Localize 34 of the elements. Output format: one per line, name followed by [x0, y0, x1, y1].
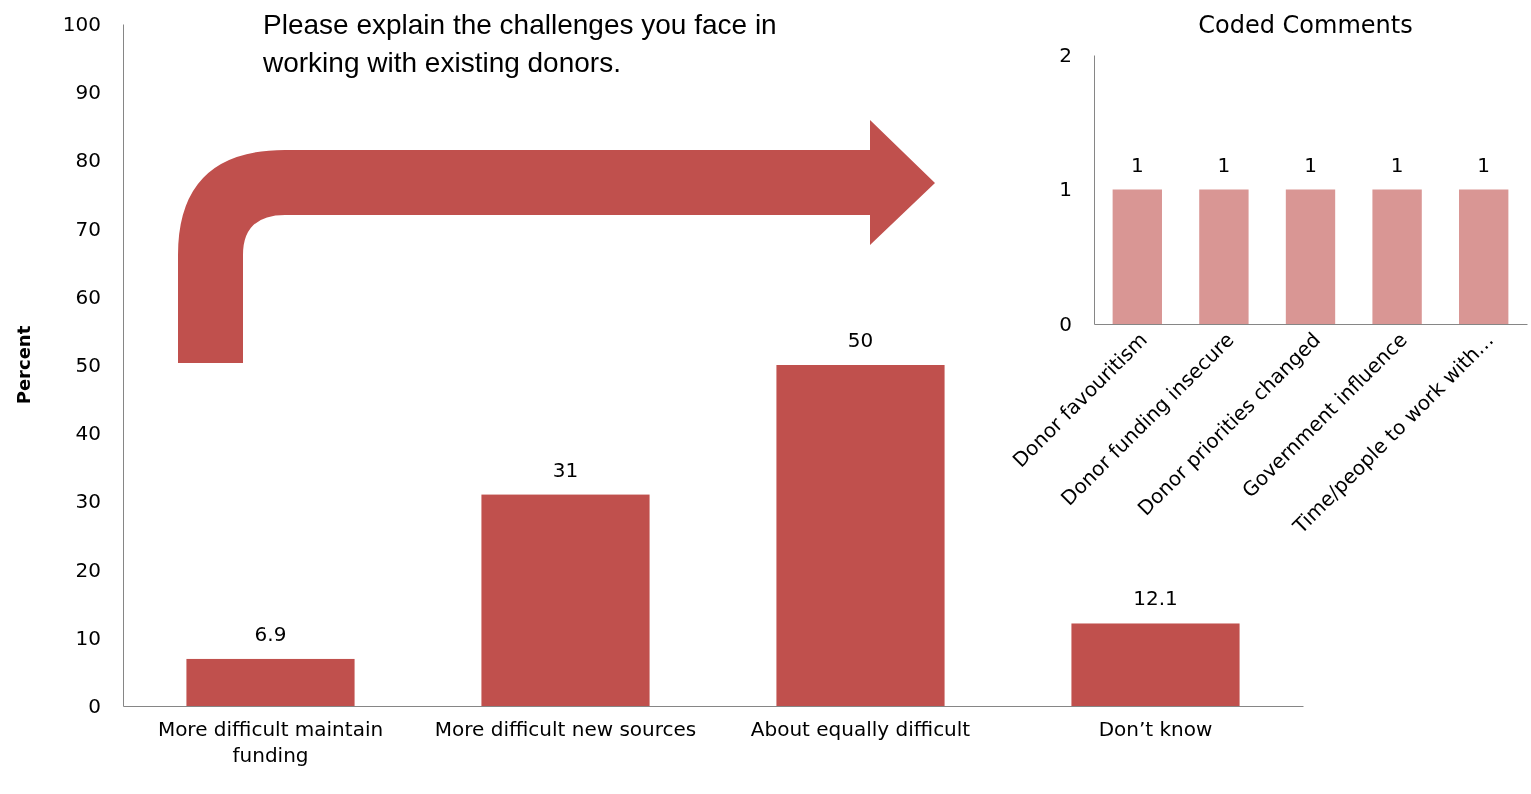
data-label: 50	[847, 328, 874, 352]
x-tick-label: More difficult new sources	[434, 717, 697, 741]
y-tick-label: 10	[75, 625, 101, 650]
bar	[481, 494, 650, 706]
y-tick-label: 50	[75, 352, 101, 377]
y-tick-label: 90	[75, 80, 101, 105]
y-tick-label: 60	[75, 284, 101, 309]
y-tick-label: 40	[75, 421, 101, 446]
data-label: 1	[1390, 152, 1404, 177]
bar	[186, 658, 355, 706]
data-label: 1	[1477, 152, 1491, 177]
y-tick-label: 0	[1059, 311, 1072, 336]
annotation: Please explain the challenges you face in working with existing donors.	[263, 8, 778, 80]
y-tick-label: 20	[75, 557, 101, 582]
data-label: 12.1	[1133, 586, 1178, 611]
data-label: 1	[1304, 152, 1317, 177]
y-tick-label: 80	[75, 148, 101, 173]
x-tick-label: About equally difficult	[750, 717, 971, 741]
y-tick-label: 70	[75, 216, 101, 241]
y-tick-label: 100	[62, 11, 101, 36]
y-tick-label: 0	[88, 693, 101, 718]
x-tick-label: More difficult maintain funding	[157, 717, 384, 767]
y-tick-label: 1	[1059, 177, 1072, 202]
bar	[776, 365, 945, 706]
bar	[1071, 623, 1240, 706]
data-label: 1	[1217, 152, 1231, 177]
x-tick-label: Don’t know	[1098, 717, 1213, 741]
data-label: 1	[1130, 152, 1144, 177]
data-label: 6.9	[254, 621, 287, 646]
y-axis-title: Percent	[13, 325, 34, 405]
y-tick-label: 30	[75, 489, 101, 514]
y-tick-label: 2	[1059, 42, 1072, 67]
data-label: 31	[552, 457, 579, 482]
chart-title: Coded Comments	[1198, 11, 1413, 39]
